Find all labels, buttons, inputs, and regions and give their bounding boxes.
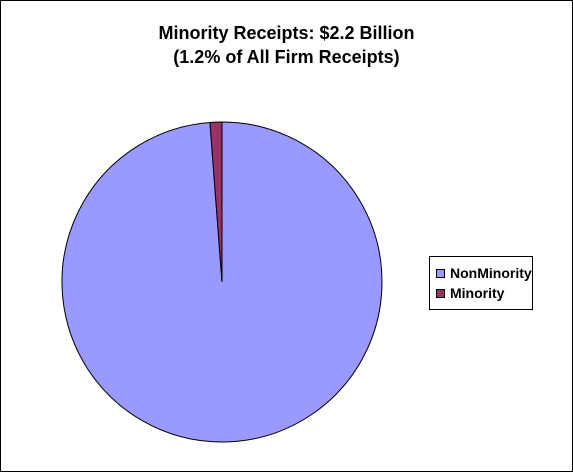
legend: NonMinority Minority xyxy=(429,256,533,310)
legend-item-minority: Minority xyxy=(436,283,532,303)
chart-title: Minority Receipts: $2.2 Billion xyxy=(158,23,415,43)
legend-label-nonminority: NonMinority xyxy=(450,265,532,281)
legend-swatch-nonminority xyxy=(436,268,445,278)
legend-swatch-minority xyxy=(436,288,445,298)
pie-slice-minority xyxy=(209,121,223,283)
legend-item-nonminority: NonMinority xyxy=(436,263,532,283)
chart-title-block: Minority Receipts: $2.2 Billion (1.2% of… xyxy=(1,21,572,69)
legend-label-minority: Minority xyxy=(450,285,505,301)
chart-subtitle: (1.2% of All Firm Receipts) xyxy=(173,47,400,67)
